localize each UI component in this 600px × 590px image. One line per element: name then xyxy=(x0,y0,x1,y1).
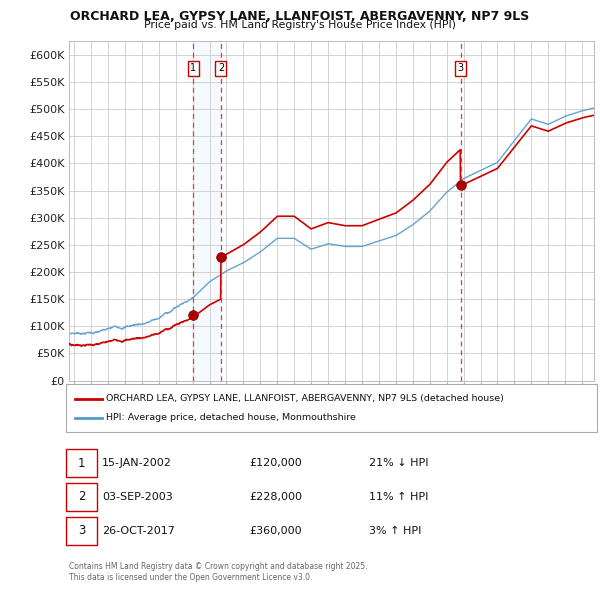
Bar xyxy=(193,41,221,381)
Text: 3: 3 xyxy=(457,64,464,73)
Text: 1: 1 xyxy=(190,64,196,73)
Text: 11% ↑ HPI: 11% ↑ HPI xyxy=(369,492,428,502)
Text: 2: 2 xyxy=(78,490,85,503)
Bar xyxy=(221,41,461,381)
Text: Contains HM Land Registry data © Crown copyright and database right 2025.: Contains HM Land Registry data © Crown c… xyxy=(69,562,367,571)
Text: 03-SEP-2003: 03-SEP-2003 xyxy=(102,492,173,502)
Text: ORCHARD LEA, GYPSY LANE, LLANFOIST, ABERGAVENNY, NP7 9LS: ORCHARD LEA, GYPSY LANE, LLANFOIST, ABER… xyxy=(70,10,530,23)
Text: £120,000: £120,000 xyxy=(249,458,302,468)
Text: 21% ↓ HPI: 21% ↓ HPI xyxy=(369,458,428,468)
Text: 3% ↑ HPI: 3% ↑ HPI xyxy=(369,526,421,536)
Text: £228,000: £228,000 xyxy=(249,492,302,502)
Text: HPI: Average price, detached house, Monmouthshire: HPI: Average price, detached house, Monm… xyxy=(106,413,356,422)
Text: Price paid vs. HM Land Registry's House Price Index (HPI): Price paid vs. HM Land Registry's House … xyxy=(144,20,456,30)
Text: 15-JAN-2002: 15-JAN-2002 xyxy=(102,458,172,468)
Text: 2: 2 xyxy=(218,64,224,73)
Text: This data is licensed under the Open Government Licence v3.0.: This data is licensed under the Open Gov… xyxy=(69,572,313,582)
Text: £360,000: £360,000 xyxy=(249,526,302,536)
Text: 1: 1 xyxy=(78,457,85,470)
Text: 3: 3 xyxy=(78,525,85,537)
Text: 26-OCT-2017: 26-OCT-2017 xyxy=(102,526,175,536)
Text: ORCHARD LEA, GYPSY LANE, LLANFOIST, ABERGAVENNY, NP7 9LS (detached house): ORCHARD LEA, GYPSY LANE, LLANFOIST, ABER… xyxy=(106,395,504,404)
